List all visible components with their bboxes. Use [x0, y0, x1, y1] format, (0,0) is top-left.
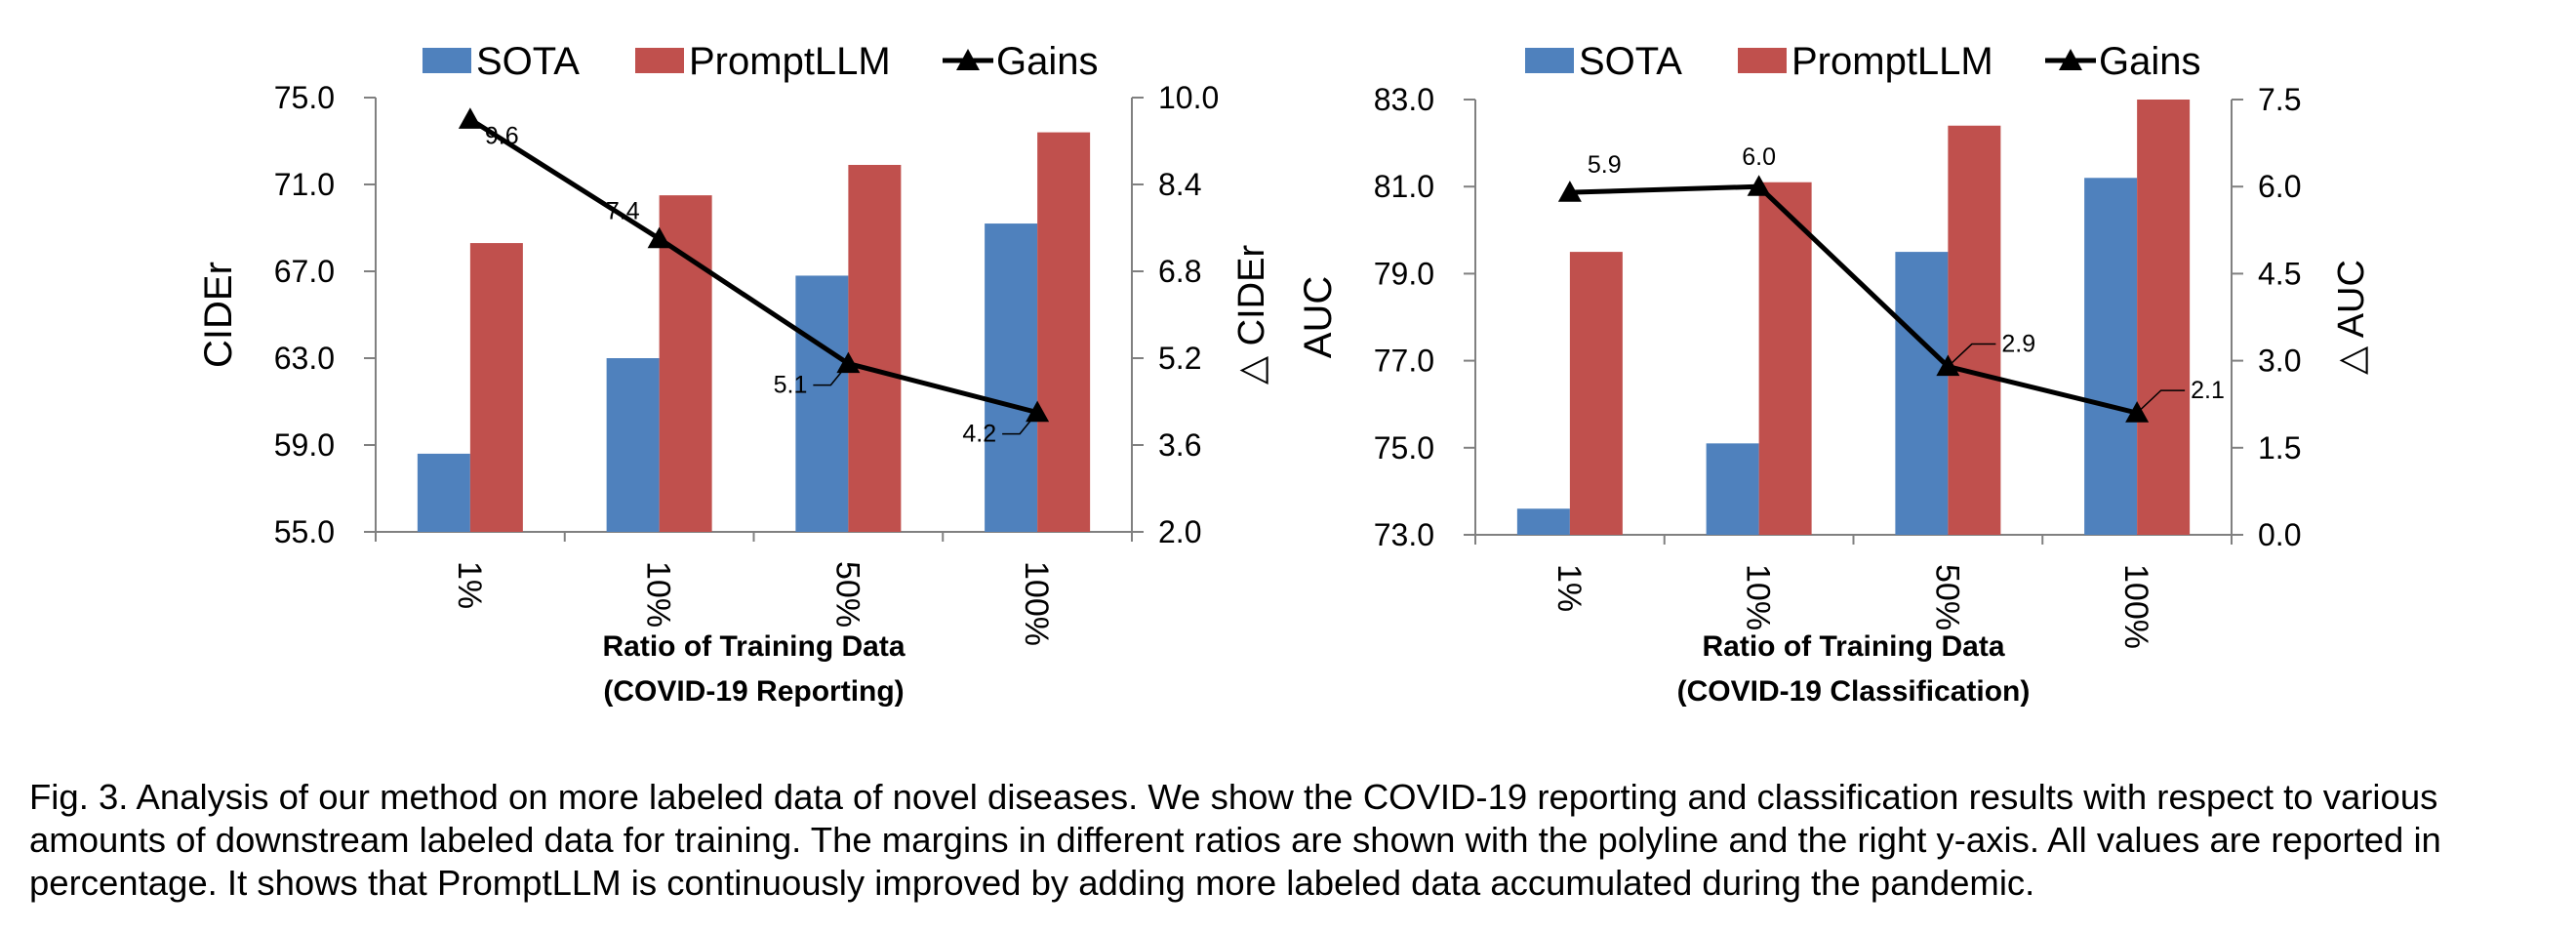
- figure-canvas: 55.0 59.0 63.0 67.0 71.0 75.0 2.0 3.6 5.2 6.8 8.4 1…: [197, 40, 2372, 708]
- legend-swatch-sota: [423, 48, 471, 73]
- y-tick-label: 63.0: [274, 341, 335, 376]
- promptllm-bar: [1569, 252, 1623, 535]
- gains-label-leader: [2136, 389, 2186, 414]
- y-tick-label: 67.0: [274, 254, 335, 289]
- sota-bar: [795, 275, 849, 532]
- chart-classification: 73.0 75.0 77.0 79.0 81.0 83.0 0.0 1.5 3.0 4.5 6.0 7…: [1297, 40, 2372, 708]
- y2-tick-label: 4.5: [2258, 256, 2301, 291]
- gains-line: [468, 117, 1038, 416]
- sota-bar: [985, 223, 1038, 533]
- x-category-label: 100%: [2117, 564, 2154, 649]
- gains-marker: [2125, 401, 2150, 423]
- y-tick-label: 71.0: [274, 167, 335, 202]
- legend-label-promptllm: PromptLLM: [1791, 40, 1993, 83]
- sota-bar: [417, 453, 470, 532]
- y-tick-label: 81.0: [1374, 169, 1434, 204]
- gains-label-leader: [1002, 412, 1038, 435]
- x-category-label: 10%: [640, 561, 677, 628]
- x-category-label: 100%: [1018, 561, 1055, 646]
- promptllm-bar: [469, 243, 523, 532]
- sota-bar: [1516, 508, 1570, 535]
- gains-marker: [1557, 181, 1582, 202]
- y-tick-label: 79.0: [1374, 256, 1434, 291]
- gains-marker: [458, 107, 482, 129]
- legend-label-sota: SOTA: [1579, 40, 1682, 83]
- legend-label-promptllm: PromptLLM: [689, 40, 891, 83]
- legend-swatch-promptllm: [635, 48, 684, 73]
- gains-data-label: 7.4: [606, 198, 640, 225]
- legend-swatch-sota: [1525, 48, 1574, 73]
- legend-label-gains: Gains: [2099, 40, 2201, 83]
- chart-subtitle: (COVID-19 Classification): [1677, 675, 2031, 708]
- y-axis-title: AUC: [1297, 276, 1340, 358]
- gains-data-label: 2.1: [2191, 377, 2225, 404]
- y-tick-label: 83.0: [1374, 82, 1434, 117]
- legend-label-sota: SOTA: [476, 40, 580, 83]
- y-tick-label: 59.0: [274, 427, 335, 463]
- y2-tick-label: 3.6: [1158, 427, 1201, 463]
- y2-tick-label: 0.0: [2258, 517, 2301, 552]
- gains-data-label: 5.1: [774, 372, 808, 399]
- promptllm-bar: [848, 164, 902, 532]
- gains-line: [1569, 183, 2138, 416]
- x-category-label: 1%: [451, 561, 488, 609]
- gains-marker: [647, 226, 671, 249]
- gains-data-label: 5.9: [1588, 151, 1622, 179]
- chart-reporting: 55.0 59.0 63.0 67.0 71.0 75.0 2.0 3.6 5.2 6.8 8.4 1…: [197, 40, 1272, 708]
- promptllm-bar: [1948, 125, 2001, 535]
- y2-tick-label: 5.2: [1158, 341, 1201, 376]
- legend-label-gains: Gains: [996, 40, 1099, 83]
- sota-bar: [606, 358, 660, 532]
- gains-marker: [1747, 175, 1771, 196]
- sota-bar: [1895, 252, 1949, 535]
- legend-swatch-promptllm: [1738, 48, 1787, 73]
- figure-caption: Fig. 3. Analysis of our method on more l…: [29, 777, 2441, 903]
- y2-tick-label: 1.5: [2258, 430, 2301, 466]
- x-axis-title: Ratio of Training Data: [1702, 630, 2004, 663]
- y-tick-label: 73.0: [1374, 517, 1434, 552]
- y-tick-label: 75.0: [274, 80, 335, 115]
- legend-gains-marker: [2059, 49, 2082, 70]
- promptllm-bar: [1758, 182, 1812, 536]
- promptllm-bar: [1037, 132, 1091, 532]
- x-category-label: 50%: [828, 561, 865, 628]
- x-category-label: 10%: [1740, 564, 1777, 630]
- y2-tick-label: 7.5: [2258, 82, 2301, 117]
- gains-data-label: 9.6: [485, 122, 519, 149]
- x-category-label: 1%: [1550, 564, 1588, 612]
- x-axis-title: Ratio of Training Data: [602, 630, 905, 663]
- gains-data-label: 6.0: [1742, 143, 1776, 171]
- legend-gains-marker: [956, 49, 980, 70]
- promptllm-bar: [2137, 100, 2191, 535]
- gains-marker: [1026, 400, 1050, 423]
- chart-subtitle: (COVID-19 Reporting): [603, 675, 904, 708]
- gains-marker: [1936, 354, 1960, 377]
- y-tick-label: 55.0: [274, 514, 335, 549]
- y2-tick-label: 8.4: [1158, 167, 1201, 202]
- sota-bar: [1706, 443, 1759, 535]
- y-tick-label: 75.0: [1374, 430, 1434, 466]
- y-axis-title: CIDEr: [197, 262, 240, 368]
- y2-tick-label: 10.0: [1158, 80, 1219, 115]
- y2-tick-label: 6.8: [1158, 254, 1201, 289]
- gains-data-label: 4.2: [962, 421, 996, 448]
- promptllm-bar: [659, 195, 712, 532]
- y2-tick-label: 6.0: [2258, 169, 2301, 204]
- gains-marker: [836, 351, 861, 374]
- y2-axis-title: △ AUC: [2331, 260, 2372, 375]
- gains-label-leader: [1947, 343, 1996, 368]
- gains-label-leader: [813, 363, 849, 386]
- sota-bar: [2084, 178, 2138, 535]
- x-category-label: 50%: [1928, 564, 1965, 630]
- y2-axis-title: △ CIDEr: [1231, 245, 1272, 385]
- y-tick-label: 77.0: [1374, 344, 1434, 379]
- gains-data-label: 2.9: [2001, 331, 2035, 358]
- y2-tick-label: 2.0: [1158, 514, 1201, 549]
- y2-tick-label: 3.0: [2258, 344, 2301, 379]
